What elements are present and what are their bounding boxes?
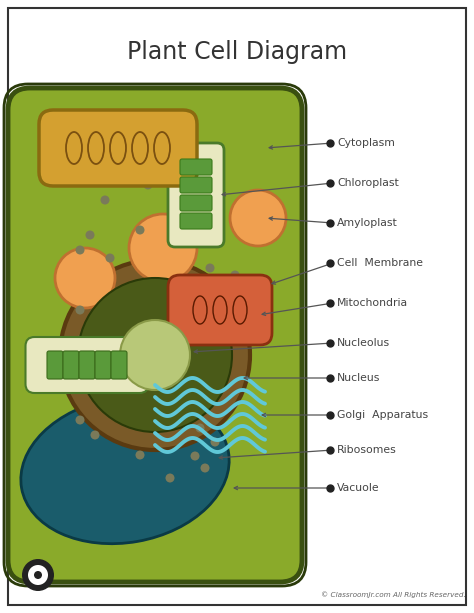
Circle shape (22, 559, 54, 591)
Text: Vacuole: Vacuole (337, 483, 380, 493)
FancyBboxPatch shape (8, 8, 466, 605)
FancyBboxPatch shape (168, 143, 224, 247)
Circle shape (78, 278, 232, 432)
Circle shape (136, 226, 145, 235)
Circle shape (171, 216, 180, 224)
Circle shape (75, 245, 84, 254)
Text: Cytoplasm: Cytoplasm (337, 138, 395, 148)
Circle shape (85, 230, 94, 240)
Text: Nucleus: Nucleus (337, 373, 380, 383)
Text: Ribosomes: Ribosomes (337, 445, 397, 455)
Circle shape (106, 254, 115, 262)
FancyBboxPatch shape (180, 159, 212, 175)
Text: Amyloplast: Amyloplast (337, 218, 398, 228)
Circle shape (230, 270, 239, 280)
FancyBboxPatch shape (180, 177, 212, 193)
Text: Nucleolus: Nucleolus (337, 338, 390, 348)
Circle shape (191, 452, 200, 460)
Circle shape (195, 424, 204, 433)
FancyBboxPatch shape (47, 351, 63, 379)
Text: Plant Cell Diagram: Plant Cell Diagram (127, 40, 347, 64)
Text: Golgi  Apparatus: Golgi Apparatus (337, 410, 428, 420)
Circle shape (206, 264, 215, 273)
FancyBboxPatch shape (26, 337, 148, 393)
Circle shape (206, 343, 215, 352)
Circle shape (120, 320, 190, 390)
Text: Cell  Membrane: Cell Membrane (337, 258, 423, 268)
Text: Chloroplast: Chloroplast (337, 178, 399, 188)
Circle shape (210, 438, 219, 446)
Circle shape (191, 235, 200, 245)
Circle shape (28, 565, 48, 585)
Circle shape (34, 571, 42, 579)
FancyBboxPatch shape (79, 351, 95, 379)
Circle shape (100, 196, 109, 205)
Circle shape (129, 214, 197, 282)
Circle shape (144, 180, 153, 189)
Circle shape (75, 335, 84, 345)
FancyBboxPatch shape (111, 351, 127, 379)
Circle shape (230, 190, 286, 246)
Circle shape (75, 305, 84, 314)
Text: © ClassroomJr.com All Rights Reserved.: © ClassroomJr.com All Rights Reserved. (321, 592, 466, 598)
Circle shape (75, 416, 84, 424)
Circle shape (91, 430, 100, 440)
Circle shape (55, 248, 115, 308)
Circle shape (60, 260, 250, 450)
Text: Mitochondria: Mitochondria (337, 298, 408, 308)
Ellipse shape (21, 397, 229, 544)
FancyBboxPatch shape (63, 351, 79, 379)
Circle shape (136, 451, 145, 460)
FancyBboxPatch shape (180, 213, 212, 229)
Circle shape (165, 473, 174, 482)
Circle shape (201, 463, 210, 473)
FancyBboxPatch shape (8, 88, 302, 582)
Circle shape (120, 170, 129, 180)
FancyBboxPatch shape (39, 110, 197, 186)
Circle shape (89, 324, 98, 332)
FancyBboxPatch shape (168, 275, 272, 345)
FancyBboxPatch shape (95, 351, 111, 379)
FancyBboxPatch shape (180, 195, 212, 211)
